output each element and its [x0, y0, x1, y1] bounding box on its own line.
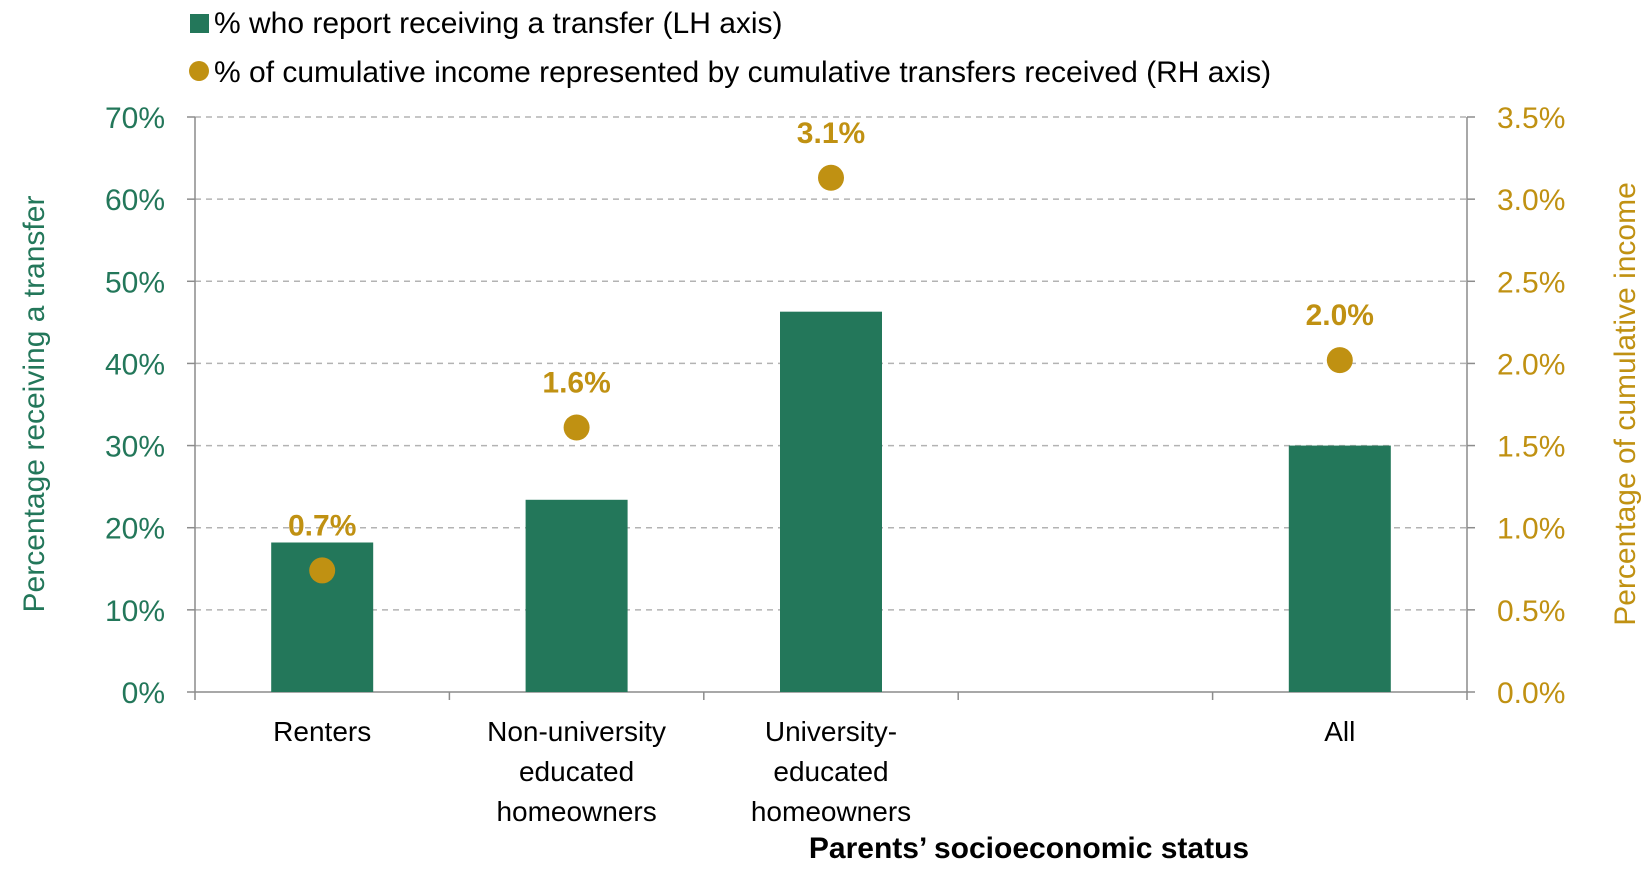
bar [780, 311, 882, 692]
x-axis-title: Parents’ socioeconomic status [809, 832, 1249, 865]
left-tick-label: 30% [105, 431, 165, 464]
left-tick-label: 60% [105, 184, 165, 217]
data-point [818, 164, 844, 191]
right-tick-label: 3.0% [1497, 184, 1565, 217]
right-tick-label: 1.5% [1497, 431, 1565, 464]
bar [1288, 445, 1391, 692]
left-tick-label: 70% [105, 102, 165, 135]
category-label-line: educated [519, 756, 634, 787]
left-axis-title: Percentage receiving a transfer [18, 196, 51, 613]
left-tick-label: 10% [105, 595, 165, 628]
category-label-line: educated [773, 756, 888, 787]
legend-entry-point: % of cumulative income represented by cu… [214, 56, 1271, 89]
category-label-line: homeowners [751, 796, 911, 827]
right-tick-label: 1.0% [1497, 513, 1565, 546]
data-label: 3.1% [797, 117, 865, 150]
left-tick-label: 0% [122, 677, 165, 710]
left-tick-label: 20% [105, 513, 165, 546]
data-point [309, 557, 336, 584]
data-label: 1.6% [542, 367, 610, 400]
data-point [563, 414, 590, 441]
left-tick-label: 50% [105, 266, 165, 299]
right-tick-label: 2.0% [1497, 348, 1565, 381]
category-label-line: University- [765, 716, 897, 747]
legend-point-swatch [189, 61, 209, 81]
bar-series [271, 311, 1391, 692]
right-axis-title: Percentage of cumulative income [1609, 182, 1642, 626]
legend: % who report receiving a transfer (LH ax… [189, 7, 1271, 89]
point-series: 0.7% 1.6% 3.1% 2.0% [288, 117, 1374, 584]
left-tick-label: 40% [105, 348, 165, 381]
right-tick-label: 0.0% [1497, 677, 1565, 710]
right-tick-label: 3.5% [1497, 102, 1565, 135]
gridlines [195, 116, 1467, 611]
data-label: 0.7% [288, 509, 356, 542]
category-label: University-educated homeowners [751, 716, 911, 827]
right-tick-label: 2.5% [1497, 266, 1565, 299]
legend-entry-bar: % who report receiving a transfer (LH ax… [214, 7, 783, 40]
axes: 0% 0.0% 10% 0.5% 20% 1.0% 30% 1.5% 40% 2.0% 50% 2.5… [105, 102, 1565, 827]
right-tick-label: 0.5% [1497, 595, 1565, 628]
legend-bar-swatch [190, 14, 209, 33]
bar [525, 499, 628, 692]
data-label: 2.0% [1306, 299, 1374, 332]
category-label-line: Renters [273, 716, 371, 747]
category-label-line: homeowners [496, 796, 656, 827]
data-point [1326, 347, 1353, 374]
category-label: All [1324, 716, 1355, 747]
category-label-line: Non-university [487, 716, 666, 747]
category-label-line: All [1324, 716, 1355, 747]
category-label: Renters [273, 716, 371, 747]
axis-titles: Parents’ socioeconomic status Percentage … [18, 182, 1642, 865]
category-label: Non-university educated homeowners [487, 716, 666, 827]
